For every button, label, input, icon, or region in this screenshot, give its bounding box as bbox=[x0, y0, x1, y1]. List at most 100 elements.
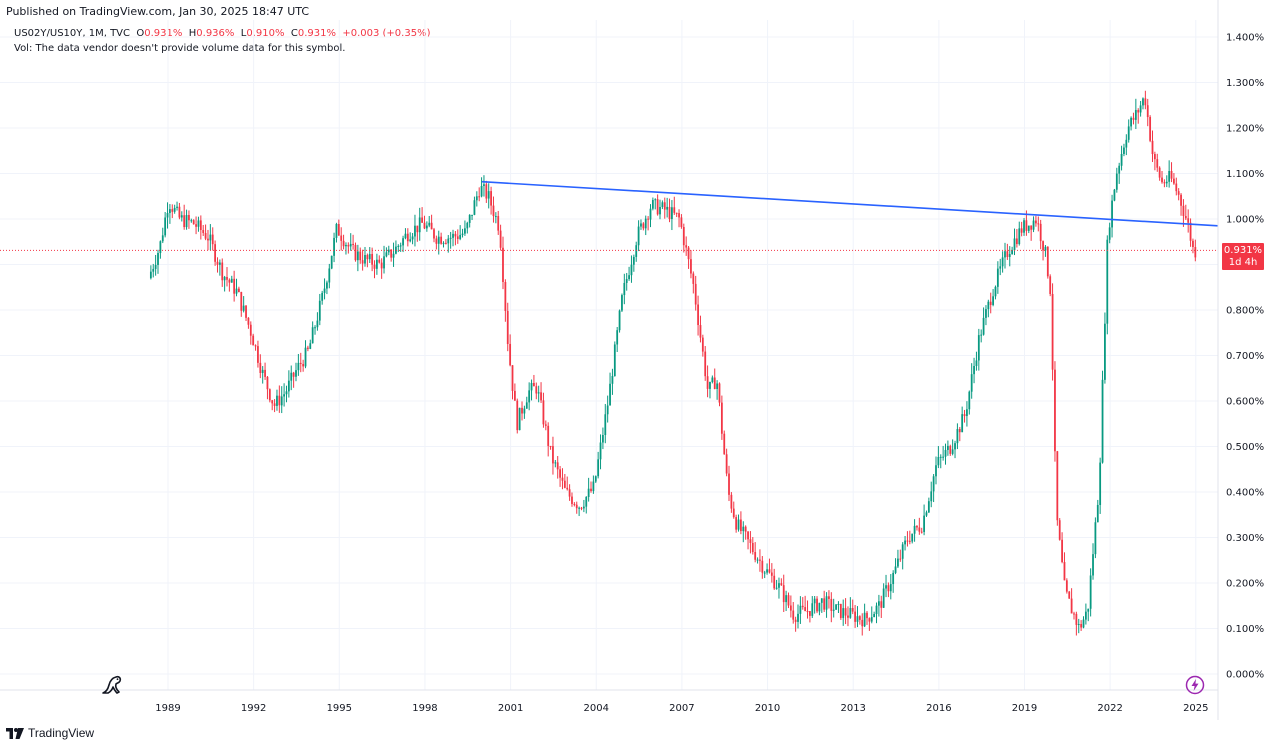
dino-icon[interactable] bbox=[100, 672, 126, 696]
candle-body bbox=[383, 256, 385, 269]
candle-body bbox=[540, 392, 542, 401]
candle-body bbox=[466, 222, 469, 229]
candle-body bbox=[578, 507, 581, 509]
candle-body bbox=[437, 236, 440, 244]
lightning-icon[interactable] bbox=[1185, 675, 1205, 695]
candle-body bbox=[782, 585, 785, 603]
time-axis[interactable]: 1989 1992 1995 1998 2001 2004 2007 2010 2013 2016… bbox=[0, 689, 1218, 714]
candle-body bbox=[183, 215, 186, 228]
candle-body bbox=[759, 559, 761, 561]
candle-body bbox=[649, 208, 652, 220]
candle-body bbox=[490, 191, 492, 206]
candle-body bbox=[666, 206, 669, 210]
candle-body bbox=[421, 217, 423, 223]
candle-body bbox=[1142, 98, 1144, 106]
candle-body bbox=[887, 585, 890, 592]
candle-body bbox=[423, 222, 426, 229]
candle-body bbox=[742, 526, 745, 532]
candle-body bbox=[637, 226, 640, 246]
candle-body bbox=[718, 383, 721, 403]
candle-body bbox=[395, 246, 397, 254]
candle-body bbox=[542, 400, 545, 425]
candle-body bbox=[1042, 241, 1044, 251]
x-tick-label: 2004 bbox=[584, 703, 609, 714]
candle-body bbox=[287, 380, 290, 392]
trendline[interactable] bbox=[482, 180, 1219, 227]
candle-body bbox=[656, 199, 659, 215]
candle-body bbox=[556, 462, 559, 470]
y-tick-label: 1.400% bbox=[1226, 33, 1264, 44]
candle-body bbox=[904, 540, 906, 545]
candle-body bbox=[456, 236, 459, 239]
candle-body bbox=[956, 429, 959, 444]
candle-body bbox=[1123, 147, 1125, 154]
candle-body bbox=[226, 276, 228, 280]
y-tick-label: 0.300% bbox=[1226, 533, 1264, 544]
candle-body bbox=[197, 220, 200, 227]
candle-body bbox=[468, 214, 471, 223]
candle-body bbox=[228, 279, 231, 283]
x-tick-label: 2010 bbox=[755, 703, 780, 714]
candle-body bbox=[487, 191, 490, 199]
candle-body bbox=[621, 295, 623, 311]
candle-body bbox=[371, 253, 374, 265]
candle-body bbox=[780, 583, 783, 586]
candle-body bbox=[716, 383, 719, 390]
candle-body bbox=[911, 533, 914, 542]
brand-name: TradingView bbox=[28, 726, 95, 740]
candle-body bbox=[606, 405, 609, 415]
candle-body bbox=[961, 414, 964, 433]
candle-body bbox=[835, 604, 837, 610]
candle-body bbox=[164, 217, 167, 236]
candle-body bbox=[913, 525, 916, 534]
x-tick-label: 2013 bbox=[840, 703, 865, 714]
candle-body bbox=[161, 235, 164, 242]
candle-body bbox=[1168, 170, 1171, 182]
candle-body bbox=[875, 605, 878, 615]
candle-body bbox=[328, 268, 331, 283]
candle-body bbox=[939, 456, 942, 458]
candle-body bbox=[1077, 624, 1080, 626]
candle-body bbox=[378, 259, 381, 263]
y-tick-label: 1.300% bbox=[1226, 78, 1264, 89]
symbol-name[interactable]: US02Y/US10Y, 1M, TVC bbox=[14, 28, 131, 39]
candle-body bbox=[775, 587, 778, 589]
candle-body bbox=[516, 400, 519, 431]
candle-body bbox=[682, 226, 685, 246]
candle-body bbox=[901, 544, 904, 559]
candle-body bbox=[326, 282, 328, 289]
candle-body bbox=[337, 224, 340, 236]
price-axis[interactable]: 0.000% 0.100% 0.200% 0.300% 0.400% 0.500% 0.60… bbox=[1217, 0, 1264, 720]
candle-body bbox=[433, 229, 435, 239]
candle-body bbox=[980, 334, 983, 336]
candle-body bbox=[1104, 323, 1106, 380]
change-value: +0.003 (+0.35%) bbox=[342, 28, 431, 39]
candle-body bbox=[1061, 539, 1063, 563]
candle-body bbox=[1004, 251, 1006, 258]
x-tick-label: 2022 bbox=[1097, 703, 1122, 714]
candle-body bbox=[271, 400, 274, 404]
candle-body bbox=[397, 245, 400, 247]
candle-body bbox=[414, 225, 416, 237]
x-tick-label: 2001 bbox=[498, 703, 523, 714]
candle-body bbox=[1175, 183, 1178, 192]
candle-body bbox=[499, 230, 502, 248]
open-label: O bbox=[136, 28, 145, 39]
candle-body bbox=[1156, 159, 1159, 168]
candle-body bbox=[949, 445, 952, 454]
last-price-value: 0.931% bbox=[1223, 245, 1263, 256]
candle-body bbox=[1115, 173, 1118, 190]
candle-body bbox=[152, 268, 155, 272]
candle-body bbox=[364, 255, 366, 264]
tradingview-brand[interactable]: TradingView bbox=[6, 726, 94, 740]
candle-body bbox=[1106, 239, 1109, 324]
candle-body bbox=[825, 596, 828, 610]
candle-body bbox=[996, 268, 999, 287]
candle-body bbox=[1149, 117, 1152, 141]
candle-body bbox=[699, 325, 702, 338]
candle-body bbox=[513, 390, 516, 401]
candle-body bbox=[858, 616, 861, 620]
candle-body bbox=[659, 206, 661, 215]
candle-body bbox=[504, 282, 507, 311]
